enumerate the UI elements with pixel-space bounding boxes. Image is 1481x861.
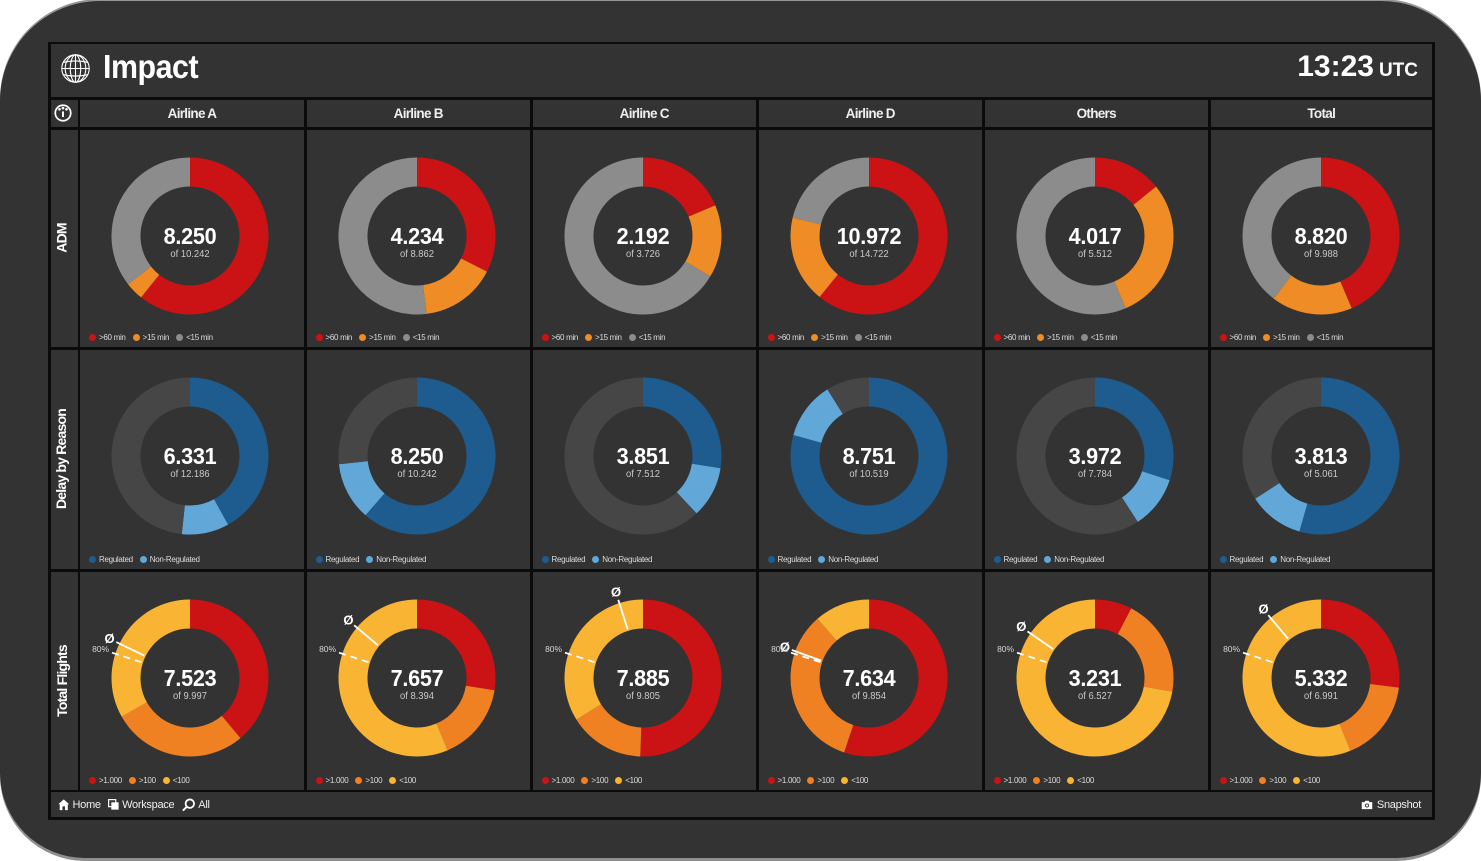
svg-text:Ø: Ø: [343, 612, 353, 627]
svg-text:Ø: Ø: [105, 631, 115, 646]
svg-text:80%: 80%: [545, 644, 562, 654]
svg-text:Ø: Ø: [779, 639, 789, 654]
svg-text:80%: 80%: [1223, 644, 1240, 654]
svg-text:80%: 80%: [771, 644, 788, 654]
svg-text:80%: 80%: [92, 644, 109, 654]
svg-text:80%: 80%: [319, 644, 336, 654]
svg-text:Ø: Ø: [611, 584, 621, 599]
svg-text:80%: 80%: [997, 644, 1014, 654]
svg-text:Ø: Ø: [1016, 619, 1026, 634]
svg-text:Ø: Ø: [1258, 601, 1268, 616]
